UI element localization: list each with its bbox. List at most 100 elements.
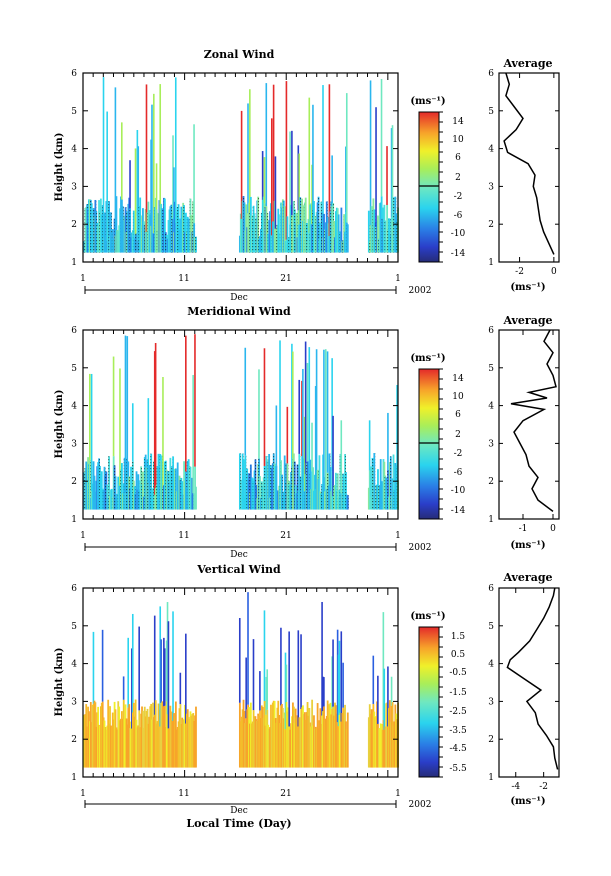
wind-column xyxy=(127,203,130,253)
wind-column xyxy=(244,723,247,768)
wind-streak xyxy=(263,348,266,466)
wind-column xyxy=(379,202,382,253)
wind-column xyxy=(175,729,178,768)
contour-dots xyxy=(373,453,376,510)
profile-frame xyxy=(498,72,560,263)
wind-column xyxy=(86,726,89,768)
wind-column xyxy=(188,227,191,253)
wind-column xyxy=(166,714,169,768)
wind-column xyxy=(275,722,278,768)
contour-dots xyxy=(314,219,317,253)
contour-dots xyxy=(295,212,298,253)
contour-dots xyxy=(111,229,114,253)
wind-column xyxy=(383,204,386,253)
wind-column xyxy=(168,209,171,253)
contour-dots xyxy=(384,475,387,510)
colorbar-tick-label: 2 xyxy=(455,173,461,183)
wind-column xyxy=(296,237,299,253)
wind-streak xyxy=(249,89,251,213)
wind-column xyxy=(244,230,247,253)
wind-column xyxy=(131,230,134,253)
wind-column xyxy=(172,720,175,768)
contour-dots xyxy=(326,472,329,510)
contour-dots xyxy=(332,202,335,253)
wind-streak xyxy=(323,349,325,477)
contour-dots xyxy=(248,473,250,510)
wind-column xyxy=(321,715,324,768)
contour-dots xyxy=(391,220,394,253)
wind-column xyxy=(262,717,265,768)
wind-column xyxy=(377,728,380,768)
wind-streak xyxy=(284,652,287,730)
profile-y-tick-label: 3 xyxy=(488,439,494,449)
wind-column xyxy=(117,230,120,253)
wind-column xyxy=(113,701,116,768)
x-tick-label: 1 xyxy=(395,274,401,284)
profile-y-tick-label: 4 xyxy=(488,145,494,155)
contour-dots xyxy=(291,466,293,510)
wind-column xyxy=(250,477,253,510)
colorbar-tick-label: 6 xyxy=(455,410,461,420)
wind-column xyxy=(269,727,271,768)
colorbar-tick-label: -14 xyxy=(451,506,466,516)
wind-column xyxy=(191,714,194,768)
wind-column xyxy=(318,455,321,510)
colorbar-tick-label: 2 xyxy=(455,430,461,440)
wind-column xyxy=(143,706,146,768)
contour-dots xyxy=(393,489,396,510)
colorbar xyxy=(418,368,440,520)
colorbar-tick-label: -2 xyxy=(454,192,463,202)
colorbar-tick-label: -10 xyxy=(451,486,466,496)
profile-y-ticks: 1 2 3 4 5 6 xyxy=(488,584,559,783)
wind-streak xyxy=(102,77,105,238)
contour-dots xyxy=(371,457,374,510)
wind-column xyxy=(145,231,148,253)
wind-column xyxy=(300,709,303,768)
x-tick-label: 11 xyxy=(178,531,189,541)
y-tick-label: 4 xyxy=(71,402,77,412)
contour-dots xyxy=(281,207,283,253)
wind-column xyxy=(297,491,300,510)
wind-column xyxy=(326,700,329,768)
colorbar-tick-marks xyxy=(439,111,443,263)
profile-x-ticks xyxy=(522,330,554,519)
profile-y-tick-label: 2 xyxy=(488,735,494,745)
contour-dots xyxy=(340,493,343,510)
contour-dots xyxy=(172,218,175,253)
wind-column xyxy=(126,724,129,768)
contour-dots xyxy=(191,231,194,253)
wind-column xyxy=(371,727,374,768)
wind-column xyxy=(239,213,242,253)
contour-dots xyxy=(158,466,161,510)
contour-dots xyxy=(244,455,247,510)
wind-column xyxy=(92,461,95,510)
wind-column xyxy=(297,726,300,768)
contour-dots xyxy=(344,231,346,253)
wind-streak xyxy=(322,85,324,238)
contour-dots xyxy=(253,213,256,253)
wind-column xyxy=(305,712,308,768)
wind-column xyxy=(372,198,375,253)
wind-streak xyxy=(338,640,341,715)
wind-column xyxy=(146,708,149,768)
wind-column xyxy=(271,463,274,510)
wind-streak xyxy=(266,669,269,710)
contour-dots xyxy=(301,198,303,253)
wind-column xyxy=(264,725,267,768)
contour-dots xyxy=(129,208,132,253)
wind-column xyxy=(97,462,100,510)
wind-column xyxy=(335,490,338,510)
wind-column xyxy=(300,235,303,253)
wind-column xyxy=(122,483,125,510)
wind-column xyxy=(319,708,322,768)
wind-column xyxy=(249,196,252,253)
contour-dots xyxy=(148,210,151,253)
contour-dots xyxy=(276,224,279,253)
wind-column xyxy=(95,480,98,510)
wind-column xyxy=(171,711,174,768)
wind-column xyxy=(110,489,112,510)
wind-column xyxy=(168,729,171,768)
wind-column xyxy=(324,222,327,253)
wind-column xyxy=(191,477,194,510)
